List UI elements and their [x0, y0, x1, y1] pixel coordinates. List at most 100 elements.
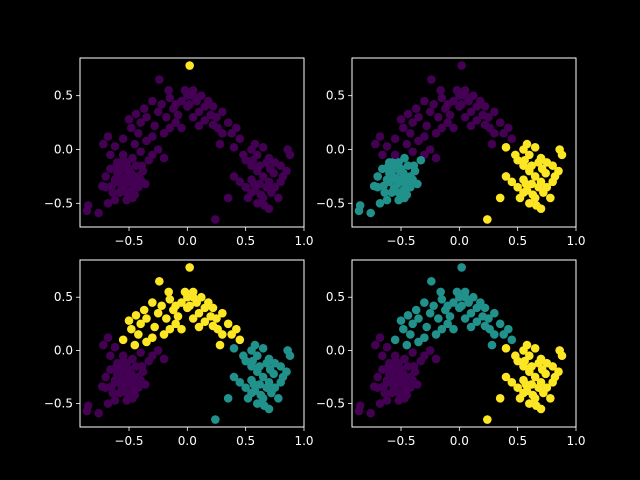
scatter-point — [111, 363, 121, 372]
scatter-point — [173, 110, 183, 120]
scatter-point — [414, 314, 423, 323]
scatter-point — [402, 340, 412, 350]
scatter-point — [99, 139, 108, 149]
scatter-point — [218, 308, 227, 318]
scatter-point — [200, 317, 210, 326]
scatter-point — [264, 404, 274, 414]
x-tick-label: −0.5 — [386, 434, 415, 448]
x-tick-label: 1.0 — [566, 234, 585, 248]
scatter-point — [399, 123, 408, 133]
scatter-point — [511, 351, 520, 361]
scatter-point — [118, 335, 128, 345]
scatter-point — [212, 314, 221, 323]
scatter-point — [369, 181, 379, 191]
scatter-point — [521, 179, 531, 189]
scatter-point — [134, 330, 143, 339]
scatter-point — [197, 292, 206, 302]
scatter-point — [124, 316, 134, 325]
y-tick-label: 0.5 — [54, 89, 73, 103]
scatter-point — [130, 139, 140, 149]
scatter-point — [241, 383, 250, 392]
scatter-point — [449, 123, 458, 133]
scatter-point — [194, 322, 204, 332]
scatter-point — [177, 123, 186, 133]
scatter-point — [150, 322, 159, 332]
scatter-point — [129, 180, 138, 190]
scatter-point — [155, 276, 164, 286]
scatter-point — [101, 172, 110, 181]
scatter-point — [420, 298, 429, 307]
scatter-point — [249, 380, 259, 389]
scatter-point — [373, 172, 382, 181]
scatter-point — [406, 129, 415, 138]
scatter-point — [171, 319, 180, 329]
scatter-point — [148, 333, 157, 342]
scatter-point — [507, 335, 517, 345]
scatter-point — [399, 324, 408, 334]
scatter-point — [534, 358, 543, 368]
scatter-point — [469, 292, 478, 302]
scatter-point — [235, 335, 245, 345]
scatter-point — [229, 343, 239, 353]
scatter-point — [137, 161, 147, 170]
scatter-point — [120, 374, 129, 384]
scatter-point — [110, 195, 120, 205]
axes-frame — [79, 259, 305, 428]
scatter-point — [200, 303, 210, 313]
scatter-point — [171, 99, 180, 109]
scatter-point — [457, 61, 466, 70]
scatter-point — [106, 351, 115, 361]
scatter-point — [157, 99, 166, 109]
scatter-point — [515, 193, 525, 203]
scatter-point — [434, 314, 443, 323]
axes-frame — [79, 57, 305, 228]
scatter-point — [183, 91, 192, 100]
scatter-point — [460, 287, 470, 297]
scatter-point — [148, 96, 157, 106]
scatter-point — [110, 141, 120, 151]
scatter-point — [188, 112, 198, 122]
scatter-point — [369, 382, 379, 391]
scatter-point — [378, 351, 387, 361]
scatter-point — [546, 393, 555, 403]
scatter-point — [520, 155, 529, 165]
scatter-point — [436, 287, 445, 297]
scatter-point — [229, 143, 239, 152]
scatter-point — [390, 335, 400, 345]
scatter-point — [185, 61, 194, 70]
scatter-point — [390, 134, 400, 144]
scatter-point — [420, 132, 429, 141]
scatter-point — [265, 164, 275, 174]
scatter-point — [128, 153, 137, 163]
axes-frame — [351, 57, 577, 228]
scatter-point — [408, 319, 417, 329]
scatter-point — [536, 204, 546, 213]
scatter-point — [194, 121, 204, 131]
scatter-point — [162, 112, 171, 122]
scatter-point — [188, 287, 198, 297]
x-tick-label: 0.0 — [450, 234, 469, 248]
scatter-point — [515, 393, 525, 403]
scatter-point — [241, 182, 250, 192]
scatter-point — [484, 112, 493, 122]
x-tick-label: 1.0 — [566, 434, 585, 448]
scatter-point — [165, 324, 175, 334]
x-tick-label: 0.5 — [236, 234, 255, 248]
scatter-point — [253, 399, 262, 408]
scatter-point — [159, 354, 169, 364]
scatter-point — [165, 295, 175, 304]
scatter-point — [110, 396, 120, 405]
scatter-point — [396, 316, 406, 325]
scatter-point — [235, 378, 245, 387]
scatter-point — [409, 161, 419, 170]
scatter-point — [504, 324, 513, 334]
scatter-point — [223, 393, 233, 403]
scatter-point — [239, 351, 248, 361]
scatter-point — [375, 333, 385, 342]
scatter-point — [185, 99, 194, 109]
scatter-point — [436, 85, 445, 95]
scatter-point — [513, 383, 522, 392]
scatter-point — [262, 358, 271, 368]
scatter-point — [434, 112, 443, 122]
scatter-point — [395, 367, 405, 376]
